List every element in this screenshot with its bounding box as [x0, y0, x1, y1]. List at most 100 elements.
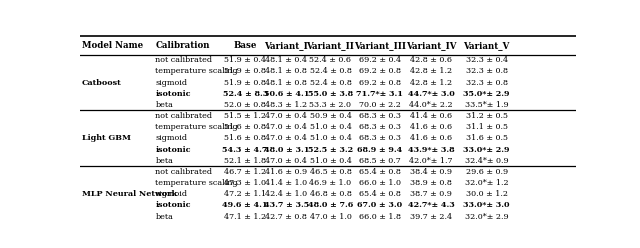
Text: 70.0 ± 2.2: 70.0 ± 2.2	[358, 101, 401, 109]
Text: beta: beta	[156, 157, 173, 165]
Text: Calibration: Calibration	[156, 41, 210, 50]
Text: 42.8 ± 1.2: 42.8 ± 1.2	[410, 67, 452, 75]
Text: 46.9 ± 1.0: 46.9 ± 1.0	[309, 179, 351, 187]
Text: 42.8 ± 1.2: 42.8 ± 1.2	[410, 79, 452, 87]
Text: 49.6 ± 4.1: 49.6 ± 4.1	[222, 201, 268, 209]
Text: 47.0 ± 0.4: 47.0 ± 0.4	[266, 123, 307, 131]
Text: 41.6 ± 0.6: 41.6 ± 0.6	[410, 123, 452, 131]
Text: Base: Base	[234, 41, 257, 50]
Text: 50.9 ± 0.4: 50.9 ± 0.4	[310, 112, 351, 120]
Text: sigmoid: sigmoid	[156, 190, 188, 198]
Text: 33.5*± 1.9: 33.5*± 1.9	[465, 101, 509, 109]
Text: not calibrated: not calibrated	[156, 56, 212, 64]
Text: 39.7 ± 2.4: 39.7 ± 2.4	[410, 213, 452, 220]
Text: 51.0 ± 0.4: 51.0 ± 0.4	[310, 134, 351, 142]
Text: 32.3 ± 0.8: 32.3 ± 0.8	[466, 67, 508, 75]
Text: 68.9 ± 9.4: 68.9 ± 9.4	[357, 146, 402, 154]
Text: 52.0 ± 0.8: 52.0 ± 0.8	[224, 101, 266, 109]
Text: 52.5 ± 3.2: 52.5 ± 3.2	[308, 146, 353, 154]
Text: Variant_IV: Variant_IV	[406, 41, 456, 50]
Text: Variant_III: Variant_III	[353, 41, 406, 50]
Text: 32.3 ± 0.4: 32.3 ± 0.4	[466, 56, 508, 64]
Text: not calibrated: not calibrated	[156, 168, 212, 176]
Text: 69.2 ± 0.8: 69.2 ± 0.8	[358, 67, 401, 75]
Text: 41.4 ± 1.0: 41.4 ± 1.0	[265, 179, 307, 187]
Text: 53.3 ± 2.0: 53.3 ± 2.0	[310, 101, 351, 109]
Text: 51.9 ± 0.8: 51.9 ± 0.8	[224, 67, 266, 75]
Text: 47.0 ± 0.4: 47.0 ± 0.4	[266, 112, 307, 120]
Text: 52.4 ± 8.3: 52.4 ± 8.3	[223, 90, 268, 98]
Text: 29.6 ± 0.9: 29.6 ± 0.9	[466, 168, 508, 176]
Text: not calibrated: not calibrated	[156, 112, 212, 120]
Text: 54.3 ± 4.7: 54.3 ± 4.7	[223, 146, 268, 154]
Text: 69.2 ± 0.8: 69.2 ± 0.8	[358, 79, 401, 87]
Text: beta: beta	[156, 101, 173, 109]
Text: 68.5 ± 0.7: 68.5 ± 0.7	[358, 157, 401, 165]
Text: Model Name: Model Name	[83, 41, 143, 50]
Text: 42.8 ± 0.6: 42.8 ± 0.6	[410, 56, 452, 64]
Text: 51.9 ± 0.4: 51.9 ± 0.4	[224, 56, 266, 64]
Text: 42.4 ± 1.0: 42.4 ± 1.0	[265, 190, 307, 198]
Text: 43.7 ± 3.5: 43.7 ± 3.5	[264, 201, 309, 209]
Text: 32.0*± 1.2: 32.0*± 1.2	[465, 179, 509, 187]
Text: 48.0 ± 7.6: 48.0 ± 7.6	[308, 201, 353, 209]
Text: Variant_II: Variant_II	[307, 41, 355, 50]
Text: 52.4 ± 0.8: 52.4 ± 0.8	[310, 67, 351, 75]
Text: 46.8 ± 0.8: 46.8 ± 0.8	[310, 190, 351, 198]
Text: 52.1 ± 1.8: 52.1 ± 1.8	[224, 157, 266, 165]
Text: 51.9 ± 0.8: 51.9 ± 0.8	[224, 79, 266, 87]
Text: 46.7 ± 1.2: 46.7 ± 1.2	[224, 168, 266, 176]
Text: 48.1 ± 0.8: 48.1 ± 0.8	[266, 79, 307, 87]
Text: sigmoid: sigmoid	[156, 134, 188, 142]
Text: Catboost: Catboost	[82, 79, 122, 87]
Text: 44.0*± 2.2: 44.0*± 2.2	[410, 101, 453, 109]
Text: 68.3 ± 0.3: 68.3 ± 0.3	[358, 123, 401, 131]
Text: 71.7*± 3.1: 71.7*± 3.1	[356, 90, 403, 98]
Text: 41.6 ± 0.6: 41.6 ± 0.6	[410, 134, 452, 142]
Text: 35.0*± 2.9: 35.0*± 2.9	[463, 90, 510, 98]
Text: 42.7 ± 0.8: 42.7 ± 0.8	[266, 213, 307, 220]
Text: 47.2 ± 1.1: 47.2 ± 1.1	[224, 190, 266, 198]
Text: temperature scaling: temperature scaling	[156, 179, 238, 187]
Text: 47.0 ± 0.4: 47.0 ± 0.4	[266, 157, 307, 165]
Text: 68.3 ± 0.3: 68.3 ± 0.3	[358, 134, 401, 142]
Text: 42.0*± 1.7: 42.0*± 1.7	[410, 157, 453, 165]
Text: 48.3 ± 1.2: 48.3 ± 1.2	[265, 101, 307, 109]
Text: 51.5 ± 1.2: 51.5 ± 1.2	[224, 112, 266, 120]
Text: 38.4 ± 0.9: 38.4 ± 0.9	[410, 168, 452, 176]
Text: isotonic: isotonic	[156, 201, 191, 209]
Text: 43.9*± 3.8: 43.9*± 3.8	[408, 146, 454, 154]
Text: 30.0 ± 1.2: 30.0 ± 1.2	[466, 190, 508, 198]
Text: 48.0 ± 3.1: 48.0 ± 3.1	[264, 146, 309, 154]
Text: 65.4 ± 0.8: 65.4 ± 0.8	[358, 168, 401, 176]
Text: 67.0 ± 3.0: 67.0 ± 3.0	[357, 201, 402, 209]
Text: 38.9 ± 0.8: 38.9 ± 0.8	[410, 179, 452, 187]
Text: 48.1 ± 0.4: 48.1 ± 0.4	[266, 56, 307, 64]
Text: 44.7*± 3.0: 44.7*± 3.0	[408, 90, 454, 98]
Text: 33.0*± 2.9: 33.0*± 2.9	[463, 146, 510, 154]
Text: 32.0*± 2.9: 32.0*± 2.9	[465, 213, 509, 220]
Text: 51.0 ± 0.4: 51.0 ± 0.4	[310, 157, 351, 165]
Text: 52.4 ± 0.6: 52.4 ± 0.6	[310, 56, 351, 64]
Text: 66.0 ± 1.0: 66.0 ± 1.0	[358, 179, 401, 187]
Text: 38.7 ± 0.9: 38.7 ± 0.9	[410, 190, 452, 198]
Text: 41.4 ± 0.6: 41.4 ± 0.6	[410, 112, 452, 120]
Text: 31.1 ± 0.5: 31.1 ± 0.5	[466, 123, 508, 131]
Text: 47.1 ± 1.2: 47.1 ± 1.2	[224, 213, 266, 220]
Text: 31.2 ± 0.5: 31.2 ± 0.5	[466, 112, 508, 120]
Text: 51.0 ± 0.4: 51.0 ± 0.4	[310, 123, 351, 131]
Text: 48.1 ± 0.8: 48.1 ± 0.8	[266, 67, 307, 75]
Text: 32.3 ± 0.8: 32.3 ± 0.8	[466, 79, 508, 87]
Text: sigmoid: sigmoid	[156, 79, 188, 87]
Text: beta: beta	[156, 213, 173, 220]
Text: Variant_V: Variant_V	[463, 41, 510, 50]
Text: 52.4 ± 0.8: 52.4 ± 0.8	[310, 79, 351, 87]
Text: 69.2 ± 0.4: 69.2 ± 0.4	[358, 56, 401, 64]
Text: 31.6 ± 0.5: 31.6 ± 0.5	[466, 134, 508, 142]
Text: 41.6 ± 0.9: 41.6 ± 0.9	[265, 168, 307, 176]
Text: 32.4*± 0.9: 32.4*± 0.9	[465, 157, 509, 165]
Text: isotonic: isotonic	[156, 90, 191, 98]
Text: temperature scaling: temperature scaling	[156, 67, 238, 75]
Text: 47.0 ± 1.0: 47.0 ± 1.0	[310, 213, 351, 220]
Text: 47.0 ± 0.4: 47.0 ± 0.4	[266, 134, 307, 142]
